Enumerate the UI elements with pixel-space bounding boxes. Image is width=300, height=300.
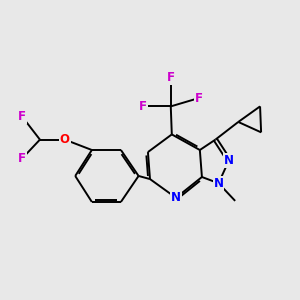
Text: F: F [18,152,26,165]
Text: F: F [167,71,175,84]
Text: N: N [214,177,224,190]
Text: N: N [171,191,181,204]
Text: F: F [18,110,26,123]
Text: O: O [60,133,70,146]
Text: F: F [139,100,147,113]
Text: F: F [195,92,203,105]
Text: N: N [224,154,234,167]
